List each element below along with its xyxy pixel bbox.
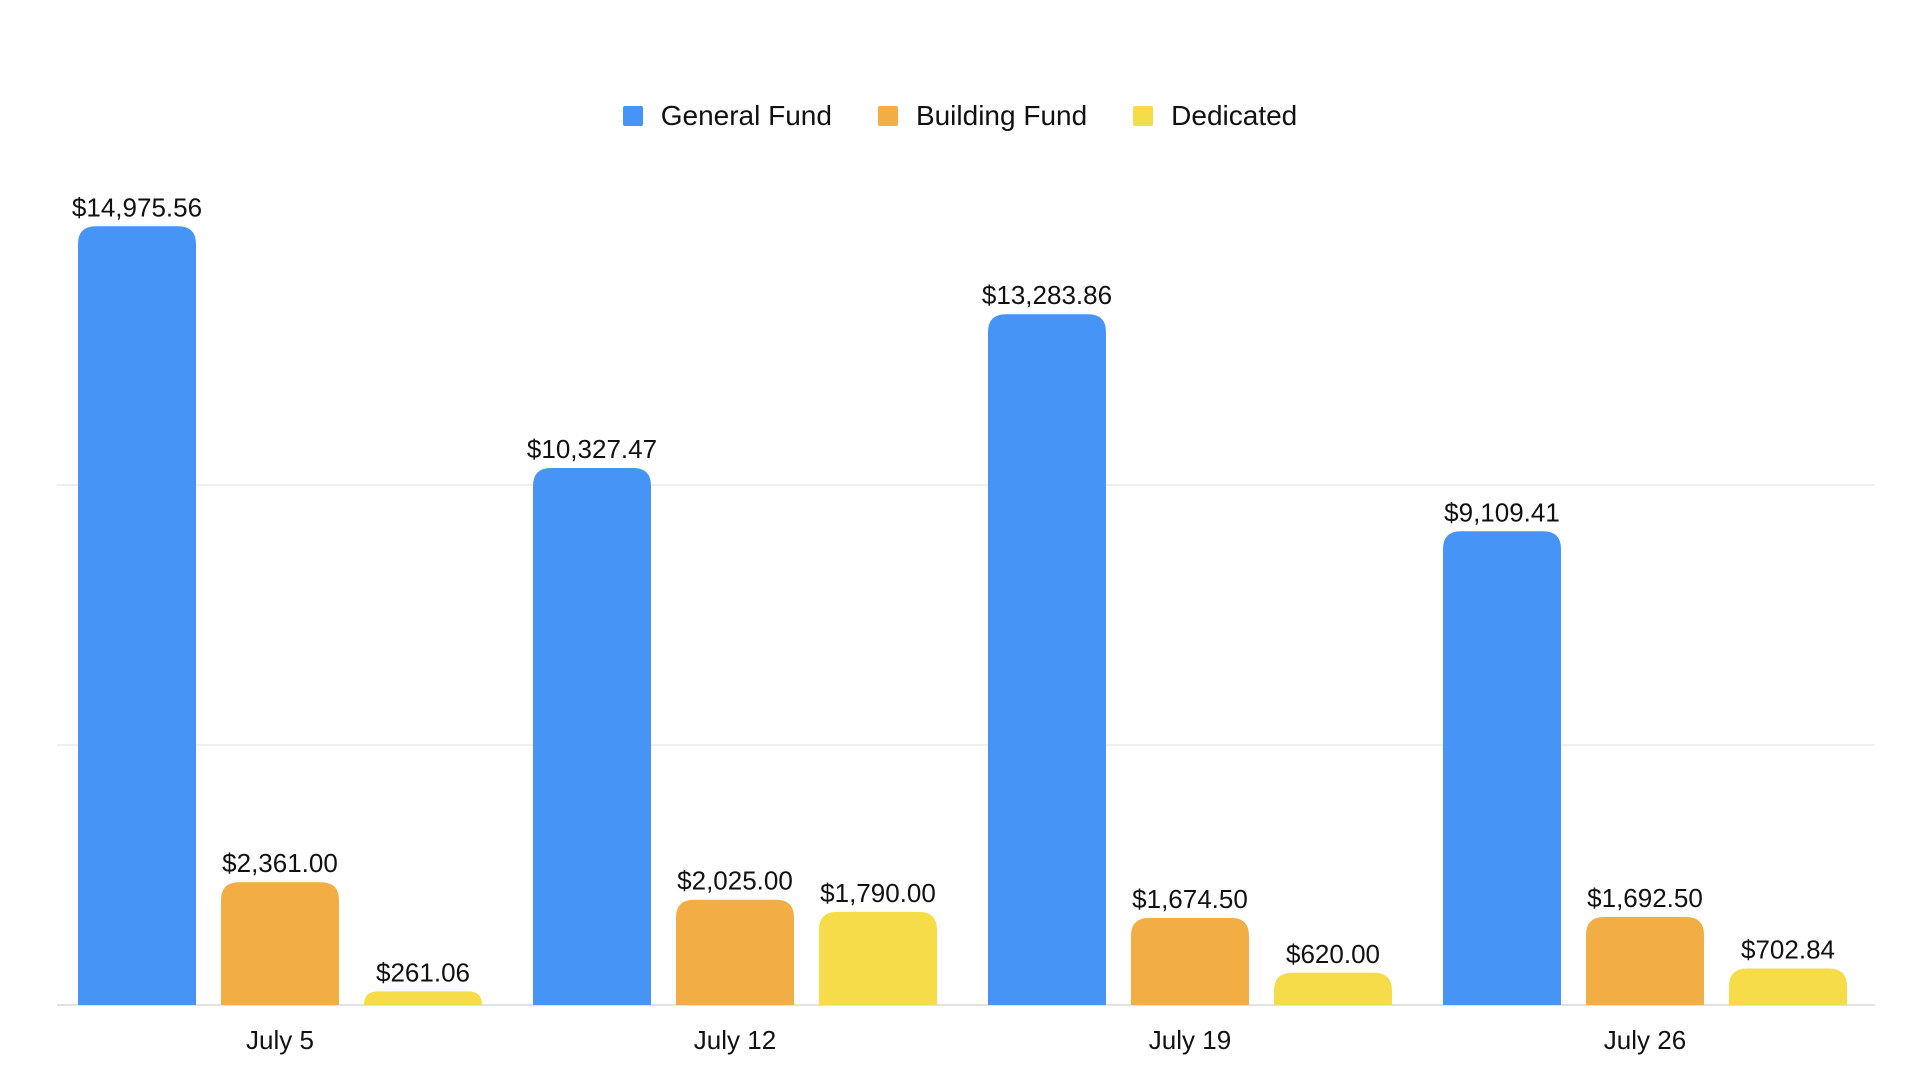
legend-label-building-fund: Building Fund — [915, 100, 1088, 131]
bar-dedicated-2[interactable] — [1274, 972, 1392, 1005]
bar-general-fund-3[interactable] — [1443, 531, 1561, 1005]
data-label-dedicated-2: $620.00 — [1286, 939, 1380, 969]
legend: General Fund Building Fund Dedicated — [0, 100, 1920, 132]
legend-label-general-fund: General Fund — [660, 100, 832, 131]
bar-building-fund-2[interactable] — [1131, 917, 1249, 1005]
data-label-dedicated-0: $261.06 — [376, 957, 470, 987]
data-label-general-fund-0: $14,975.56 — [72, 192, 202, 222]
legend-swatch-general-fund — [622, 106, 643, 126]
bar-general-fund-0[interactable] — [78, 226, 196, 1005]
legend-label-dedicated: Dedicated — [1171, 100, 1298, 131]
legend-swatch-building-fund — [877, 106, 898, 126]
bar-general-fund-1[interactable] — [533, 467, 651, 1005]
data-label-general-fund-1: $10,327.47 — [527, 434, 657, 464]
bar-dedicated-3[interactable] — [1729, 968, 1847, 1005]
bar-building-fund-0[interactable] — [221, 882, 339, 1005]
data-label-building-fund-3: $1,692.50 — [1587, 883, 1703, 913]
x-tick-label-3: July 26 — [1604, 1025, 1686, 1055]
legend-swatch-dedicated — [1133, 106, 1154, 126]
x-tick-label-0: July 5 — [246, 1025, 314, 1055]
bar-dedicated-0[interactable] — [364, 991, 482, 1005]
data-label-building-fund-0: $2,361.00 — [222, 848, 338, 878]
bar-general-fund-2[interactable] — [988, 314, 1106, 1006]
x-tick-label-2: July 19 — [1149, 1025, 1231, 1055]
x-tick-label-1: July 12 — [694, 1025, 776, 1055]
bar-building-fund-1[interactable] — [676, 899, 794, 1005]
data-label-general-fund-3: $9,109.41 — [1444, 497, 1560, 527]
data-label-dedicated-3: $702.84 — [1741, 934, 1835, 964]
bar-dedicated-1[interactable] — [819, 911, 937, 1005]
data-label-building-fund-1: $2,025.00 — [677, 866, 793, 896]
legend-item-building-fund[interactable]: Building Fund — [877, 100, 1088, 132]
data-label-dedicated-1: $1,790.00 — [820, 878, 936, 908]
data-label-general-fund-2: $13,283.86 — [982, 280, 1112, 310]
data-label-building-fund-2: $1,674.50 — [1132, 884, 1248, 914]
legend-item-dedicated[interactable]: Dedicated — [1133, 100, 1297, 132]
bar-building-fund-3[interactable] — [1586, 916, 1704, 1005]
legend-item-general-fund[interactable]: General Fund — [622, 100, 832, 132]
